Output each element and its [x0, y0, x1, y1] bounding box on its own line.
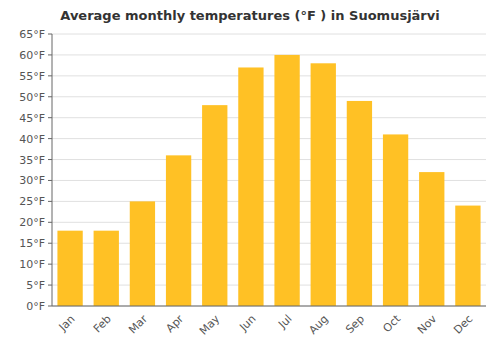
- x-tick-label: Jul: [275, 312, 294, 331]
- bar: [347, 101, 372, 306]
- y-tick-label: 10°F: [19, 258, 45, 271]
- y-tick: [48, 264, 52, 265]
- chart-title: Average monthly temperatures (°F ) in Su…: [60, 8, 439, 23]
- bar: [238, 67, 263, 306]
- y-tick: [48, 201, 52, 202]
- y-tick-label: 65°F: [19, 28, 45, 41]
- bar: [130, 201, 155, 306]
- y-axis: 0°F 5°F 10°F 15°F 20°F 25°F 30°F 35°F 40°F 45°F 50…: [19, 28, 52, 313]
- bars: [57, 55, 480, 306]
- x-tick-label: Apr: [163, 312, 186, 335]
- y-axis-line: [52, 34, 53, 306]
- y-tick-label: 55°F: [19, 70, 45, 83]
- grid-line: [52, 96, 486, 97]
- y-tick-label: 60°F: [19, 49, 45, 62]
- y-tick-label: 35°F: [19, 154, 45, 167]
- y-tick-label: 0°F: [26, 300, 45, 313]
- bar: [57, 231, 82, 306]
- grid-line: [52, 159, 486, 160]
- y-tick-label: 5°F: [26, 279, 45, 292]
- y-tick-label: 45°F: [19, 112, 45, 125]
- y-tick-label: 40°F: [19, 133, 45, 146]
- bar: [383, 134, 408, 306]
- bar: [166, 155, 191, 306]
- y-tick: [48, 117, 52, 118]
- y-tick: [48, 96, 52, 97]
- grid-line: [52, 306, 486, 307]
- y-tick-label: 20°F: [19, 216, 45, 229]
- chart-svg: Average monthly temperatures (°F ) in Su…: [0, 0, 500, 350]
- x-tick-label: Dec: [451, 312, 475, 336]
- y-tick-label: 50°F: [19, 91, 45, 104]
- grid-line: [52, 34, 486, 35]
- bar: [202, 105, 227, 306]
- x-tick-label: Aug: [306, 312, 330, 336]
- x-axis: Jan Feb Mar Apr May Jun Jul Aug Sep Oct Nov Dec: [52, 306, 486, 338]
- bar: [274, 55, 299, 306]
- bar: [94, 231, 119, 306]
- x-tick-label: Mar: [126, 312, 150, 336]
- y-tick: [48, 138, 52, 139]
- grid-line: [52, 138, 486, 139]
- y-tick: [48, 243, 52, 244]
- chart-container: Average monthly temperatures (°F ) in Su…: [0, 0, 500, 350]
- y-tick: [48, 54, 52, 55]
- y-tick: [48, 222, 52, 223]
- grid-line: [52, 75, 486, 76]
- x-tick-label: Sep: [343, 312, 367, 336]
- x-tick-label: Nov: [415, 312, 440, 337]
- bar: [455, 206, 480, 306]
- y-tick-label: 25°F: [19, 195, 45, 208]
- grid-line: [52, 54, 486, 55]
- x-tick-label: Jan: [56, 312, 78, 334]
- x-axis-line: [52, 306, 486, 307]
- x-tick-label: Feb: [91, 312, 114, 335]
- x-tick-label: May: [197, 312, 223, 338]
- grid-line: [52, 117, 486, 118]
- y-tick: [48, 285, 52, 286]
- bar: [419, 172, 444, 306]
- y-tick-label: 15°F: [19, 237, 45, 250]
- y-tick-label: 30°F: [19, 174, 45, 187]
- x-tick-label: Jun: [236, 312, 258, 334]
- y-grid: [52, 34, 486, 306]
- y-tick: [48, 75, 52, 76]
- y-tick: [48, 159, 52, 160]
- x-tick-label: Oct: [380, 312, 403, 335]
- y-tick: [48, 306, 52, 307]
- bar: [311, 63, 336, 306]
- y-tick: [48, 180, 52, 181]
- y-tick: [48, 34, 52, 35]
